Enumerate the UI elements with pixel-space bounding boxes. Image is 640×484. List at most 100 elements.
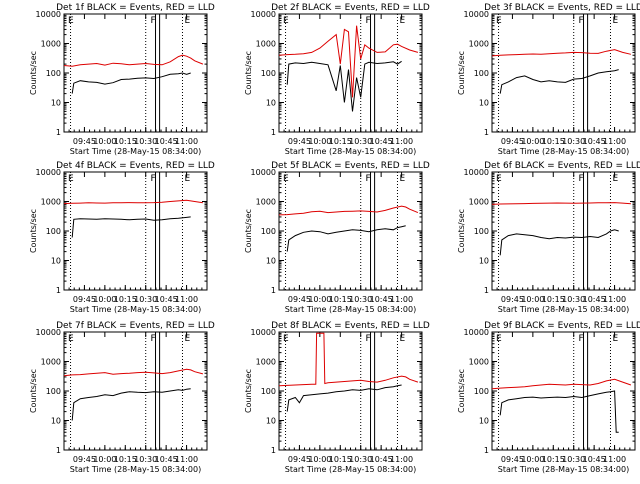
- marker-E-left: E: [68, 174, 74, 184]
- x-axis-label: Start Time (28-May-15 08:34:00): [285, 305, 416, 314]
- x-tick-label: 11:00: [390, 295, 413, 304]
- x-axis-label: Start Time (28-May-15 08:34:00): [498, 305, 629, 314]
- events-series-line: [286, 384, 402, 412]
- x-tick-label: 11:00: [175, 455, 198, 464]
- plot-frame: [63, 13, 208, 133]
- x-axis-label: Start Time (28-May-15 08:34:00): [70, 465, 201, 474]
- y-tick-label: 10000: [251, 10, 276, 19]
- interval-box: [583, 331, 589, 451]
- chart-panel-2: Det 2f BLACK = Events, RED = LLD 1 10 100 10…: [244, 3, 430, 156]
- y-tick-label: 100: [46, 227, 61, 236]
- y-tick-label: 10000: [36, 168, 61, 177]
- marker-E-left: E: [496, 174, 502, 184]
- y-tick-label: 10: [479, 417, 489, 426]
- x-tick-label: 10:15: [542, 137, 565, 146]
- marker-F: F: [366, 334, 371, 344]
- chart-title: Det 9f BLACK = Events, RED = LLD: [484, 321, 640, 331]
- marker-E-left: E: [68, 16, 74, 26]
- lld-series-line: [278, 25, 419, 98]
- x-axis-label: Start Time (28-May-15 08:34:00): [70, 305, 201, 314]
- x-tick-label: 10:45: [583, 295, 606, 304]
- y-tick-label: 100: [46, 387, 61, 396]
- interval-box: [155, 331, 161, 451]
- x-tick-label: 09:45: [73, 295, 96, 304]
- y-tick-label: 1: [484, 446, 489, 455]
- x-tick-label: 10:30: [562, 295, 585, 304]
- chart-panel-8: Det 8f BLACK = Events, RED = LLD 1 10 100 10…: [244, 321, 430, 474]
- plot-frame: [491, 171, 636, 291]
- interval-box: [155, 13, 161, 133]
- x-tick-label: 11:00: [390, 455, 413, 464]
- x-tick-label: 10:00: [93, 295, 116, 304]
- interval-box: [370, 13, 376, 133]
- x-tick-label: 10:45: [583, 137, 606, 146]
- plot-frame: [278, 13, 423, 133]
- x-tick-label: 10:15: [114, 295, 137, 304]
- y-tick-label: 1: [484, 128, 489, 137]
- y-axis-label: Counts/sec: [244, 369, 253, 413]
- x-tick-label: 10:15: [542, 295, 565, 304]
- x-tick-label: 10:00: [308, 455, 331, 464]
- lld-series-line: [278, 332, 419, 387]
- marker-E-left: E: [283, 16, 289, 26]
- chart-title: Det 8f BLACK = Events, RED = LLD: [271, 321, 430, 331]
- chart-panel-4: Det 4f BLACK = Events, RED = LLD 1 10 100 10…: [29, 161, 215, 314]
- x-tick-label: 10:30: [349, 455, 372, 464]
- marker-E-left: E: [68, 334, 74, 344]
- marker-E-right: E: [612, 16, 618, 26]
- x-tick-label: 10:45: [370, 137, 393, 146]
- chart-title: Det 3f BLACK = Events, RED = LLD: [484, 3, 640, 13]
- x-tick-label: 11:00: [175, 137, 198, 146]
- x-tick-label: 09:45: [73, 137, 96, 146]
- y-tick-label: 1: [56, 128, 61, 137]
- marker-E-right: E: [399, 174, 405, 184]
- events-series-line: [499, 390, 619, 433]
- y-tick-label: 1: [271, 446, 276, 455]
- lld-series-line: [63, 54, 204, 67]
- x-tick-label: 10:15: [329, 295, 352, 304]
- y-axis-label: Counts/sec: [29, 51, 38, 95]
- marker-E-left: E: [496, 16, 502, 26]
- y-axis-label: Counts/sec: [29, 369, 38, 413]
- events-series-line: [286, 60, 402, 112]
- lld-series-line: [491, 202, 631, 205]
- interval-box: [155, 171, 161, 291]
- marker-E-right: E: [184, 174, 190, 184]
- y-tick-label: 10000: [464, 168, 489, 177]
- x-tick-label: 10:30: [349, 137, 372, 146]
- x-tick-label: 09:45: [288, 137, 311, 146]
- y-axis-label: Counts/sec: [457, 369, 466, 413]
- chart-title: Det 4f BLACK = Events, RED = LLD: [56, 161, 215, 171]
- x-tick-label: 10:30: [562, 455, 585, 464]
- y-tick-label: 100: [261, 387, 276, 396]
- marker-E-right: E: [612, 334, 618, 344]
- chart-title: Det 2f BLACK = Events, RED = LLD: [271, 3, 430, 13]
- marker-E-right: E: [399, 334, 405, 344]
- chart-panel-5: Det 5f BLACK = Events, RED = LLD 1 10 100 10…: [244, 161, 430, 314]
- y-tick-label: 10: [51, 417, 61, 426]
- x-tick-label: 10:45: [155, 137, 178, 146]
- lld-series-line: [63, 199, 203, 205]
- y-tick-label: 100: [474, 227, 489, 236]
- y-tick-label: 1: [484, 286, 489, 295]
- y-tick-label: 1000: [41, 40, 61, 49]
- chart-panel-1: Det 1f BLACK = Events, RED = LLD 1 10 100 10…: [29, 3, 215, 156]
- y-tick-label: 1000: [469, 40, 489, 49]
- y-tick-label: 10: [479, 257, 489, 266]
- x-tick-label: 10:00: [308, 137, 331, 146]
- marker-E-right: E: [399, 16, 405, 26]
- y-tick-label: 1000: [256, 198, 276, 207]
- x-tick-label: 10:15: [114, 455, 137, 464]
- y-tick-label: 10: [266, 417, 276, 426]
- y-axis-label: Counts/sec: [457, 209, 466, 253]
- x-tick-label: 09:45: [501, 295, 524, 304]
- x-tick-label: 10:00: [93, 137, 116, 146]
- x-tick-label: 11:00: [175, 295, 198, 304]
- marker-F: F: [579, 334, 584, 344]
- y-tick-label: 1000: [469, 358, 489, 367]
- y-tick-label: 10: [51, 257, 61, 266]
- y-axis-label: Counts/sec: [244, 51, 253, 95]
- marker-F: F: [151, 334, 156, 344]
- events-series-line: [286, 225, 406, 252]
